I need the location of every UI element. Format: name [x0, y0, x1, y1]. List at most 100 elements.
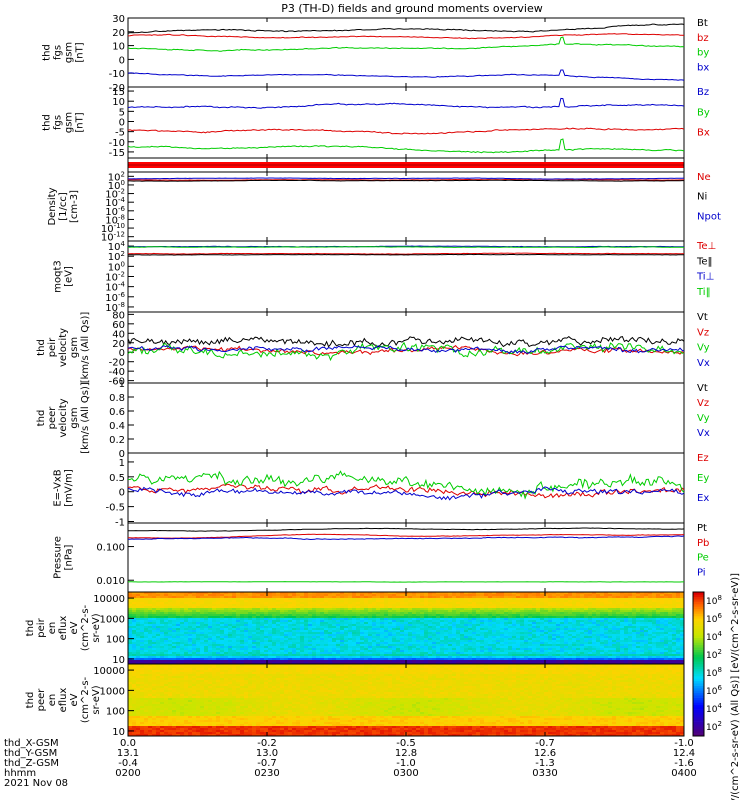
colorbar-label: [eV/(cm^2-s-sr-eV) (All Qs)] [eV/(cm^2-s…: [730, 573, 741, 800]
y-tick-label: -10: [109, 138, 125, 149]
legend-bx: bx: [697, 62, 709, 73]
y-tick-label: 40: [112, 329, 125, 340]
y-tick-label: 10: [112, 97, 125, 108]
y-tick-label: 104: [108, 240, 126, 253]
x-tick-label: 12.4: [673, 748, 695, 759]
x-tick-label: 0230: [254, 768, 279, 779]
series-By: [127, 138, 685, 154]
colorbar-tick-label: 108: [706, 594, 722, 607]
y-tick-label: 100: [106, 635, 125, 646]
legend-Vy: Vy: [697, 413, 710, 424]
panel-frame: [127, 86, 685, 159]
panel-frame: [127, 240, 685, 313]
y-tick-label: 10: [112, 655, 125, 666]
colorbar-tick-label: 106: [706, 612, 722, 625]
x-tick-label: -1.0: [396, 758, 416, 769]
y-axis-label: peer: [47, 406, 58, 430]
series-Pi: [127, 535, 685, 541]
y-axis-label: eV: [69, 621, 80, 634]
x-tick-label: -0.2: [257, 738, 277, 749]
y-tick-label: 0: [119, 488, 125, 499]
x-tick-label: -0.7: [257, 758, 277, 769]
y-axis-label: thd: [42, 114, 53, 131]
legend-Pt: Pt: [697, 523, 707, 534]
series-Vt: [127, 335, 685, 348]
series-Bz: [127, 97, 685, 109]
y-tick-label: -40: [109, 367, 125, 378]
y-tick-label: 60: [112, 320, 125, 331]
y-axis-label: moqt3: [53, 260, 64, 293]
series-Vx: [127, 345, 685, 354]
x-tick-label: 0400: [671, 768, 696, 779]
series-Pe: [127, 581, 684, 583]
figure-title: P3 (TH-D) fields and ground moments over…: [281, 2, 543, 15]
y-axis-label: gsm: [69, 337, 80, 358]
y-axis-label: [eV]: [64, 266, 75, 287]
y-tick-label: 0: [119, 55, 125, 66]
y-axis-label: [nPa]: [64, 544, 75, 570]
panel-10: 10000 1000 100 10 thd peir en eflux eV (cm^2-s-sr…: [25, 591, 685, 666]
y-axis-label: fgs: [53, 45, 64, 60]
legend-Vx: Vx: [697, 358, 710, 369]
y-tick-label: 1000: [100, 614, 125, 625]
series-Ex: [127, 486, 685, 501]
series-Bt: [127, 23, 685, 34]
y-tick-label: 1: [119, 458, 125, 469]
series-Npot: [128, 177, 685, 180]
x-tick-label: -1.6: [674, 758, 694, 769]
legend-by: by: [697, 48, 709, 59]
y-axis-label: gsm: [64, 112, 75, 133]
legend-Te⊥: Te⊥: [696, 241, 716, 252]
series-Vy: [127, 341, 685, 362]
y-axis-label: Density: [47, 187, 58, 225]
y-axis-label: peer: [36, 688, 47, 712]
x-row-label: thd_Z-GSM: [4, 758, 59, 769]
legend-Pe: Pe: [697, 553, 709, 564]
y-tick-label: 1: [119, 379, 125, 390]
y-axis-label: [nT]: [75, 112, 86, 132]
y-axis-label: gsm: [64, 42, 75, 63]
y-axis-label: en: [47, 694, 58, 707]
spectrogram: [128, 592, 685, 665]
colorbar-frame: [692, 591, 705, 737]
x-tick-label: -1.3: [535, 758, 555, 769]
y-axis-label: [km/s (All Qs)]: [80, 312, 91, 384]
y-tick-label: 10-12: [101, 231, 125, 244]
y-tick-label: 100: [108, 260, 125, 273]
y-axis-label: thd: [36, 410, 47, 427]
x-tick-label: 0330: [532, 768, 557, 779]
y-tick-label: 102: [108, 250, 125, 263]
panel-9: 0.100 0.010 Pressure [nPa] Pt Pb Pe Pi: [53, 522, 709, 593]
y-axis-label: thd: [36, 339, 47, 356]
series-Ey: [128, 470, 685, 500]
panel-3: [127, 157, 685, 173]
legend-Ez: Ez: [697, 453, 709, 464]
y-tick-label: 10: [112, 727, 125, 738]
series-Bx: [127, 127, 685, 135]
y-axis-label: [cm-3]: [69, 190, 80, 223]
legend-Bx: Bx: [697, 128, 710, 139]
series-Ti‖: [127, 246, 684, 249]
series-by: [127, 36, 685, 52]
y-axis-label: peir: [47, 337, 58, 357]
y-tick-label: 0.5: [109, 473, 125, 484]
x-tick-label: -0.7: [535, 738, 555, 749]
panel-7: 1 0.8 0.6 0.4 0.2 0 thd peer velocity gsm [km/s (A…: [36, 379, 710, 460]
y-tick-label: 15: [112, 87, 125, 98]
series-bz: [127, 33, 685, 40]
series-Te⊥: [127, 252, 685, 255]
y-tick-label: 0.6: [109, 407, 125, 418]
legend-By: By: [697, 107, 710, 118]
legend-Te‖: Te‖: [696, 256, 713, 267]
y-axis-label: sr-eV): [91, 613, 102, 642]
colorbar-tick-label: 102: [706, 648, 722, 661]
colorbar-tick-label: 104: [706, 702, 722, 715]
y-axis-label: fgs: [53, 115, 64, 130]
x-tick-label: -0.5: [396, 738, 416, 749]
y-tick-label: 10-4: [105, 196, 125, 209]
y-tick-label: 20: [112, 28, 125, 39]
y-axis-label: thd: [25, 692, 36, 709]
